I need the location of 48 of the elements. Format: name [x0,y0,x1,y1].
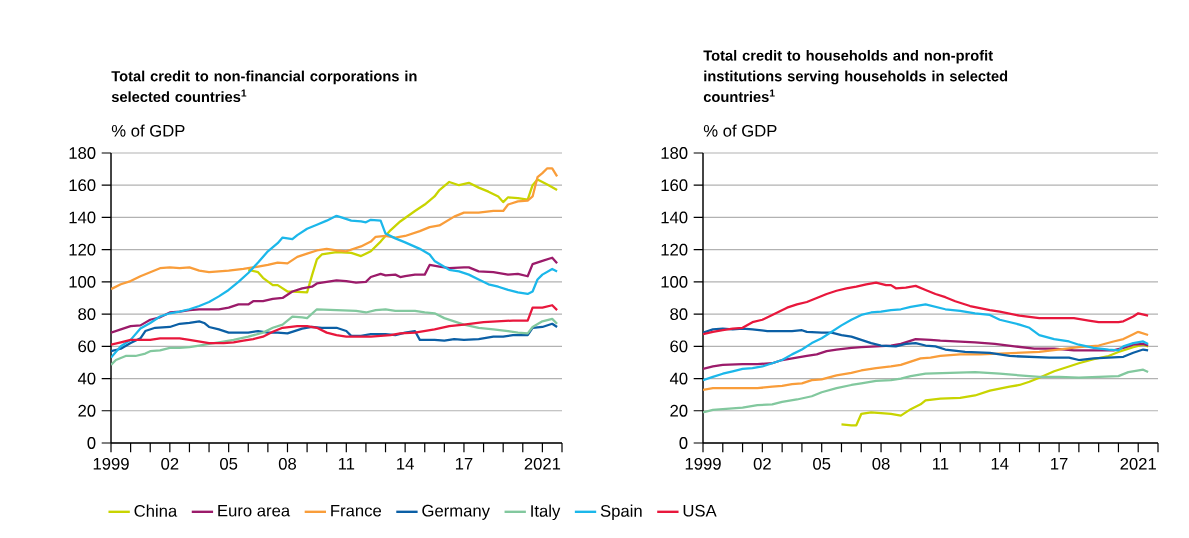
y-tick-label: 100 [69,275,96,288]
legend-label: Italy [531,504,561,521]
y-tick-label: 60 [670,340,688,353]
y-tick-label: 60 [78,340,96,353]
y-tick-label: 80 [670,308,688,320]
y-tick-label: 0 [87,437,96,449]
legend-label: Euro area [218,504,291,517]
chart-title: Total credit to households and non-profit institutions serving households in selected countries$^{1}$ [703,49,1008,103]
x-tick-label: 08 [872,457,890,470]
chart-title: Total credit to non-financial corporations in selected countries$^{1}$ [111,70,417,103]
y-axis-title: % of GDP [703,124,777,137]
x-tick-label: 2021 [1120,457,1156,470]
y-tick-label: 120 [661,243,688,256]
x-tick-label: 02 [753,457,771,470]
y-tick-label: 20 [670,404,688,417]
x-tick-label: 17 [1051,457,1068,470]
legend-label: Germany [422,504,490,520]
y-tick-label: 160 [69,179,96,192]
legend-label: China [134,504,178,517]
legend-label: Spain [600,504,642,521]
x-tick-label: 11 [933,457,949,470]
x-tick-label: 1999 [685,457,721,470]
legend-label: France [331,504,382,517]
y-tick-label: 40 [77,372,96,385]
x-tick-label: 05 [813,457,831,470]
y-tick-label: 20 [78,404,96,417]
x-tick-label: 2021 [524,457,561,470]
y-tick-label: 140 [69,211,96,224]
legend-label: USA [683,504,717,517]
x-tick-label: 08 [278,457,297,470]
y-tick-label: 180 [661,147,688,159]
x-tick-label: 02 [161,457,179,470]
x-tick-label: 1999 [93,457,129,470]
y-tick-label: 0 [679,437,688,449]
y-tick-label: 100 [661,275,688,288]
y-tick-label: 120 [69,243,96,256]
y-tick-label: 180 [69,147,96,159]
y-axis-title: % of GDP [111,124,185,137]
line-series [111,214,559,359]
x-tick-label: 05 [220,457,238,470]
y-tick-label: 80 [78,308,96,320]
x-tick-label: 11 [338,457,355,470]
y-tick-label: 40 [669,372,688,385]
x-tick-label: 14 [991,457,1009,470]
y-tick-label: 160 [661,179,688,192]
x-tick-label: 14 [397,457,414,470]
y-tick-label: 140 [661,211,688,224]
x-tick-label: 17 [455,457,473,470]
